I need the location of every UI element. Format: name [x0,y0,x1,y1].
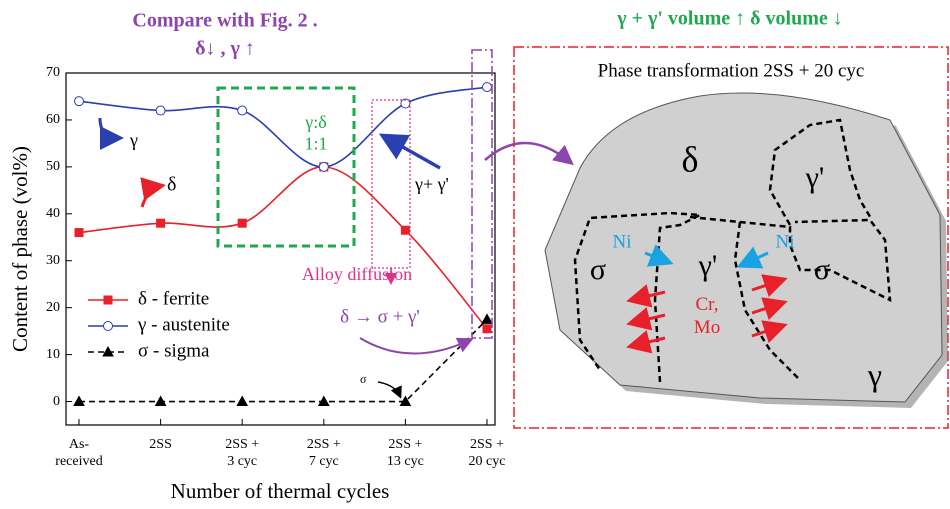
marker [156,106,165,115]
x-tick-label: 2SS +7 cyc [307,437,341,469]
diagram-title: Phase transformation 2SS + 20 cyc [598,60,865,81]
legend-label: γ - austenite [137,314,230,335]
y-tick-label: 70 [46,65,60,80]
y-tick-label: 50 [46,159,60,174]
phase-label: σ [814,253,830,286]
marker [401,226,409,234]
link-arrow [485,143,570,162]
plot-frame [66,73,495,425]
x-tick-label: 2SS +20 cyc [469,437,506,469]
plot: 0 10 20 30 40 50 60 70 As-received 2SS 2SS +3 cyc 2… [46,65,505,469]
x-axis-label: Number of thermal cycles [171,479,390,503]
marker [75,97,84,106]
x-tick-label: 2SS +13 cyc [387,437,424,469]
gprime-arrow [385,137,440,168]
chart-subtitle: δ↓ , γ ↑ [195,38,255,60]
gamma-arrow [100,118,118,138]
phase-label: σ [590,253,606,286]
marker [237,397,247,406]
y-tick-label: 60 [46,112,60,127]
marker [104,322,113,331]
marker [75,229,83,237]
sigma-small-arrow [378,382,400,396]
delta-arrow [142,186,160,207]
annotation: σ [360,372,367,386]
annotation: Alloy diffusion [302,264,412,284]
phase-label: δ [682,139,699,179]
phase-label: γ' [805,161,825,194]
element-label: Ni [776,231,795,252]
x-tick-label: 2SS +3 cyc [225,437,259,469]
grain [545,93,942,402]
marker [319,162,328,171]
marker [238,106,247,115]
y-axis-label: Content of phase (vol%) [8,146,32,352]
annotation: δ [167,174,176,196]
phase-label: γ' [698,249,718,282]
diagram-header: γ + γ' volume ↑ δ volume ↓ [616,8,842,30]
x-tick-label: 2SS [149,437,172,452]
series-line [79,87,487,167]
y-tick-label: 20 [46,300,60,315]
element-label: Cr,Mo [694,294,720,338]
annotation: δ → σ + γ' [340,306,420,327]
marker [483,325,491,333]
marker [483,83,492,92]
sigma-arrow [360,338,470,354]
final-box [472,50,492,338]
legend-label: δ - ferrite [138,288,209,309]
figure: Compare with Fig. 2 . δ↓ , γ ↑ Number of… [0,0,950,509]
x-tick-label: As-received [55,437,102,469]
y-tick-label: 30 [46,253,60,268]
phase-label: γ [867,356,882,392]
marker [157,219,165,227]
y-tick-label: 0 [53,394,60,409]
element-label: Ni [613,231,632,252]
annotation: γ [129,130,138,150]
marker [104,296,112,304]
annotation: γ+ γ' [414,174,449,194]
marker [238,219,246,227]
y-tick-label: 10 [46,347,60,362]
marker [482,314,492,323]
y-tick-label: 40 [46,206,60,221]
chart-title: Compare with Fig. 2 . [132,10,317,32]
legend-label: σ - sigma [138,340,210,361]
